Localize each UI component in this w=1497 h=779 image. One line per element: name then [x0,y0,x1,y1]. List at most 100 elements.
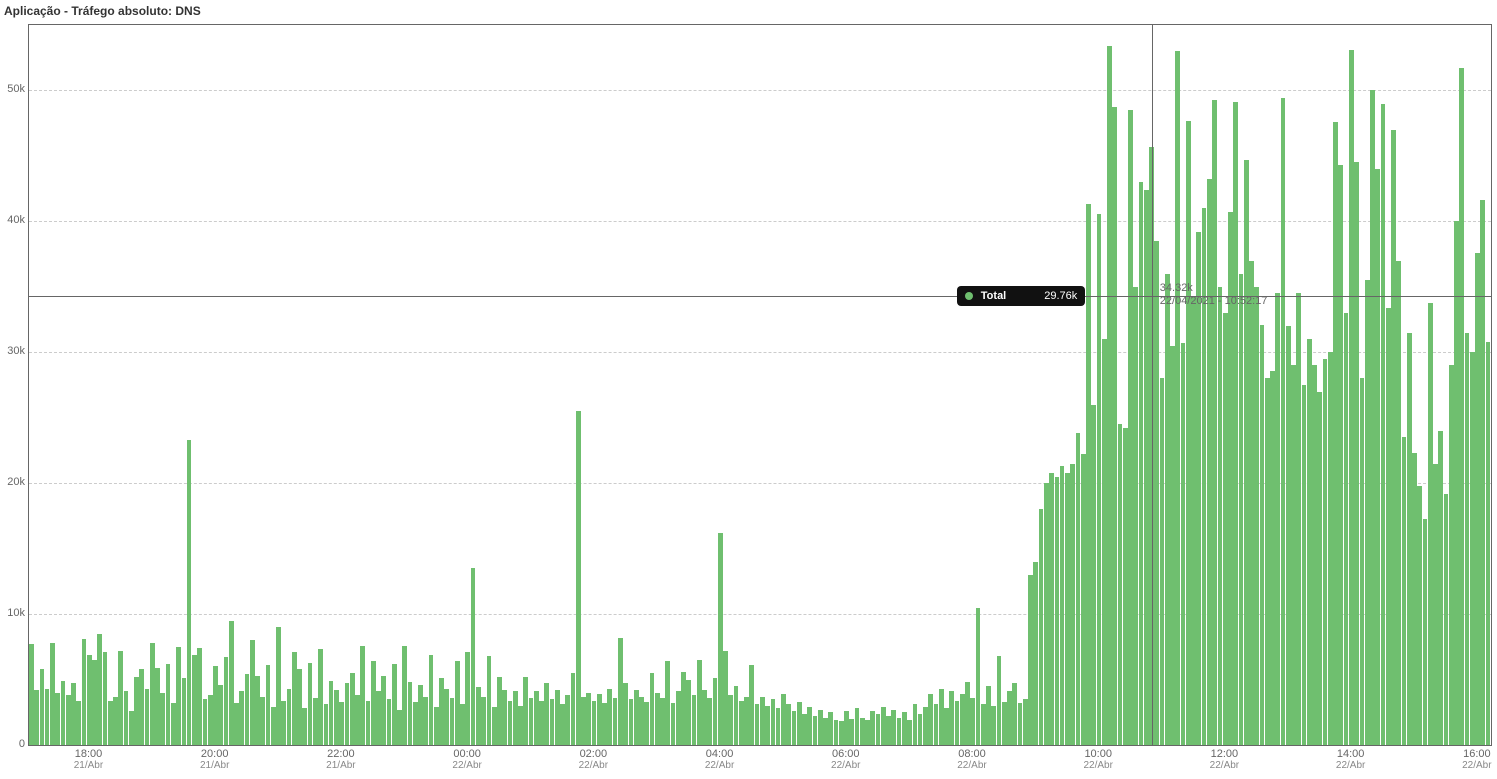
bar[interactable] [1165,274,1170,745]
bar[interactable] [581,697,586,745]
bar[interactable] [1060,466,1065,745]
bar[interactable] [334,690,339,745]
bar[interactable] [734,686,739,745]
bar[interactable] [676,691,681,745]
bar[interactable] [229,621,234,745]
bar[interactable] [118,651,123,745]
bar[interactable] [939,689,944,745]
bar[interactable] [145,689,150,745]
bar[interactable] [1076,433,1081,745]
bar[interactable] [281,701,286,746]
bar[interactable] [623,683,628,745]
bar[interactable] [1428,303,1433,745]
bar[interactable] [970,698,975,745]
bar[interactable] [991,706,996,745]
bar[interactable] [723,651,728,745]
bar[interactable] [1338,165,1343,745]
bar[interactable] [187,440,192,745]
bar[interactable] [1002,702,1007,745]
bar[interactable] [1112,107,1117,745]
bar[interactable] [345,683,350,745]
bar[interactable] [108,701,113,746]
bar[interactable] [1123,428,1128,745]
bar[interactable] [539,701,544,746]
bar[interactable] [523,677,528,745]
bar[interactable] [1465,333,1470,745]
bar[interactable] [602,703,607,745]
bar[interactable] [450,698,455,745]
bar[interactable] [976,608,981,745]
bar[interactable] [444,689,449,745]
bar[interactable] [324,704,329,745]
bar[interactable] [1007,691,1012,745]
bar[interactable] [760,697,765,745]
bar[interactable] [839,721,844,745]
bar[interactable] [208,695,213,745]
bar[interactable] [844,711,849,745]
bar[interactable] [876,714,881,745]
bar[interactable] [1081,454,1086,745]
bar[interactable] [1375,169,1380,745]
bar[interactable] [1265,378,1270,745]
bar[interactable] [1412,453,1417,745]
bar[interactable] [271,707,276,745]
bar[interactable] [1307,339,1312,745]
bar[interactable] [1107,46,1112,745]
bar[interactable] [907,720,912,745]
bar[interactable] [870,711,875,745]
bar[interactable] [471,568,476,745]
bar[interactable] [371,661,376,745]
bar[interactable] [928,694,933,745]
bar[interactable] [355,695,360,745]
bar[interactable] [592,701,597,746]
bar[interactable] [1233,102,1238,745]
bar[interactable] [203,699,208,745]
bar[interactable] [965,682,970,745]
bar[interactable] [692,695,697,745]
bar[interactable] [1302,385,1307,745]
bar[interactable] [855,708,860,745]
bar[interactable] [639,697,644,745]
bar[interactable] [82,639,87,745]
bar[interactable] [1402,437,1407,745]
bar[interactable] [392,664,397,745]
bar[interactable] [113,697,118,745]
bar[interactable] [1254,287,1259,745]
bar[interactable] [518,706,523,745]
bar[interactable] [986,686,991,745]
bar[interactable] [360,646,365,745]
bar[interactable] [266,665,271,745]
bar[interactable] [1139,182,1144,745]
bar[interactable] [891,710,896,745]
bar[interactable] [1012,683,1017,745]
bar[interactable] [97,634,102,745]
bar[interactable] [66,695,71,745]
bar[interactable] [718,533,723,745]
bar[interactable] [781,694,786,745]
bar[interactable] [1423,519,1428,745]
bar[interactable] [565,695,570,745]
bar[interactable] [597,694,602,745]
bar[interactable] [465,652,470,745]
bar[interactable] [660,698,665,745]
bar[interactable] [544,683,549,745]
bar[interactable] [1181,343,1186,745]
bar[interactable] [771,699,776,745]
bar[interactable] [1344,313,1349,745]
bar[interactable] [560,704,565,745]
bar[interactable] [276,627,281,745]
bar[interactable] [124,691,129,745]
bar[interactable] [139,669,144,745]
bar[interactable] [497,677,502,745]
bar[interactable] [644,702,649,745]
bar[interactable] [492,707,497,745]
bar[interactable] [155,668,160,745]
bar[interactable] [1028,575,1033,745]
bar[interactable] [1270,371,1275,745]
bar[interactable] [1144,190,1149,745]
bar[interactable] [744,697,749,745]
bar[interactable] [234,703,239,745]
bar[interactable] [981,704,986,745]
bar[interactable] [1459,68,1464,745]
bar[interactable] [1133,287,1138,745]
